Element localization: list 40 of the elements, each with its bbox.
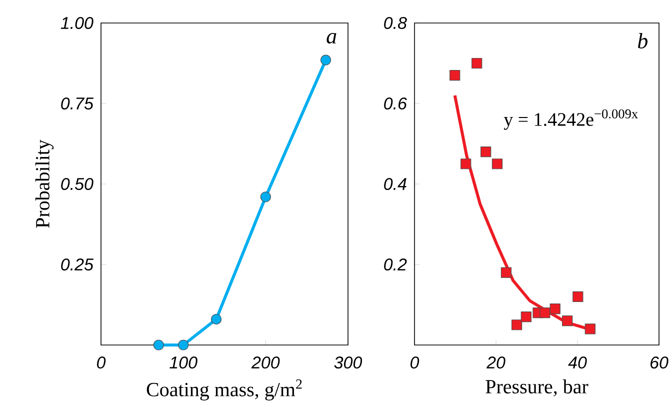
annotation: a — [326, 32, 336, 44]
point — [540, 308, 550, 318]
x-axis-title: Coating mass, g/m$^{2}$ — [146, 379, 302, 400]
point — [520, 312, 532, 322]
x-axis-title: Pressure, bar — [486, 379, 588, 396]
point — [472, 58, 482, 69]
y-tick-label: 0.6 — [384, 97, 407, 110]
y-axis-title: Probability — [35, 140, 54, 228]
annotation: b — [638, 32, 648, 48]
y-tick-label: 0.50 — [61, 178, 94, 190]
point — [480, 146, 492, 158]
y-tick-label: 1.00 — [60, 16, 94, 30]
x-tick-label: 100 — [170, 356, 198, 369]
x-tick-label: 20 — [486, 356, 506, 369]
point — [153, 340, 164, 350]
y-tick-label: 0.2 — [384, 258, 407, 271]
point — [572, 291, 584, 302]
annotation: y = 1.4242e$^{−0.009x}$ — [504, 109, 638, 130]
point — [584, 324, 596, 334]
x-tick-label: 200 — [251, 356, 280, 369]
y-tick-label: 0.4 — [384, 178, 406, 190]
point — [511, 320, 522, 330]
x-tick-label: 0 — [97, 356, 106, 369]
y-tick-label: 0.25 — [61, 258, 94, 271]
point — [178, 340, 189, 350]
x-tick-label: 40 — [568, 356, 587, 369]
point — [550, 303, 560, 314]
point — [500, 267, 512, 278]
point — [460, 158, 472, 170]
point — [450, 70, 460, 81]
y-tick-label: 0.8 — [384, 16, 407, 30]
point — [260, 192, 271, 202]
point — [210, 314, 222, 325]
point — [320, 54, 332, 66]
x-tick-label: 0 — [410, 356, 420, 369]
x-tick-label: 60 — [650, 356, 668, 369]
point — [492, 158, 503, 170]
y-tick-label: 0.75 — [61, 97, 94, 110]
x-tick-label: 300 — [334, 356, 362, 369]
point — [562, 316, 573, 326]
